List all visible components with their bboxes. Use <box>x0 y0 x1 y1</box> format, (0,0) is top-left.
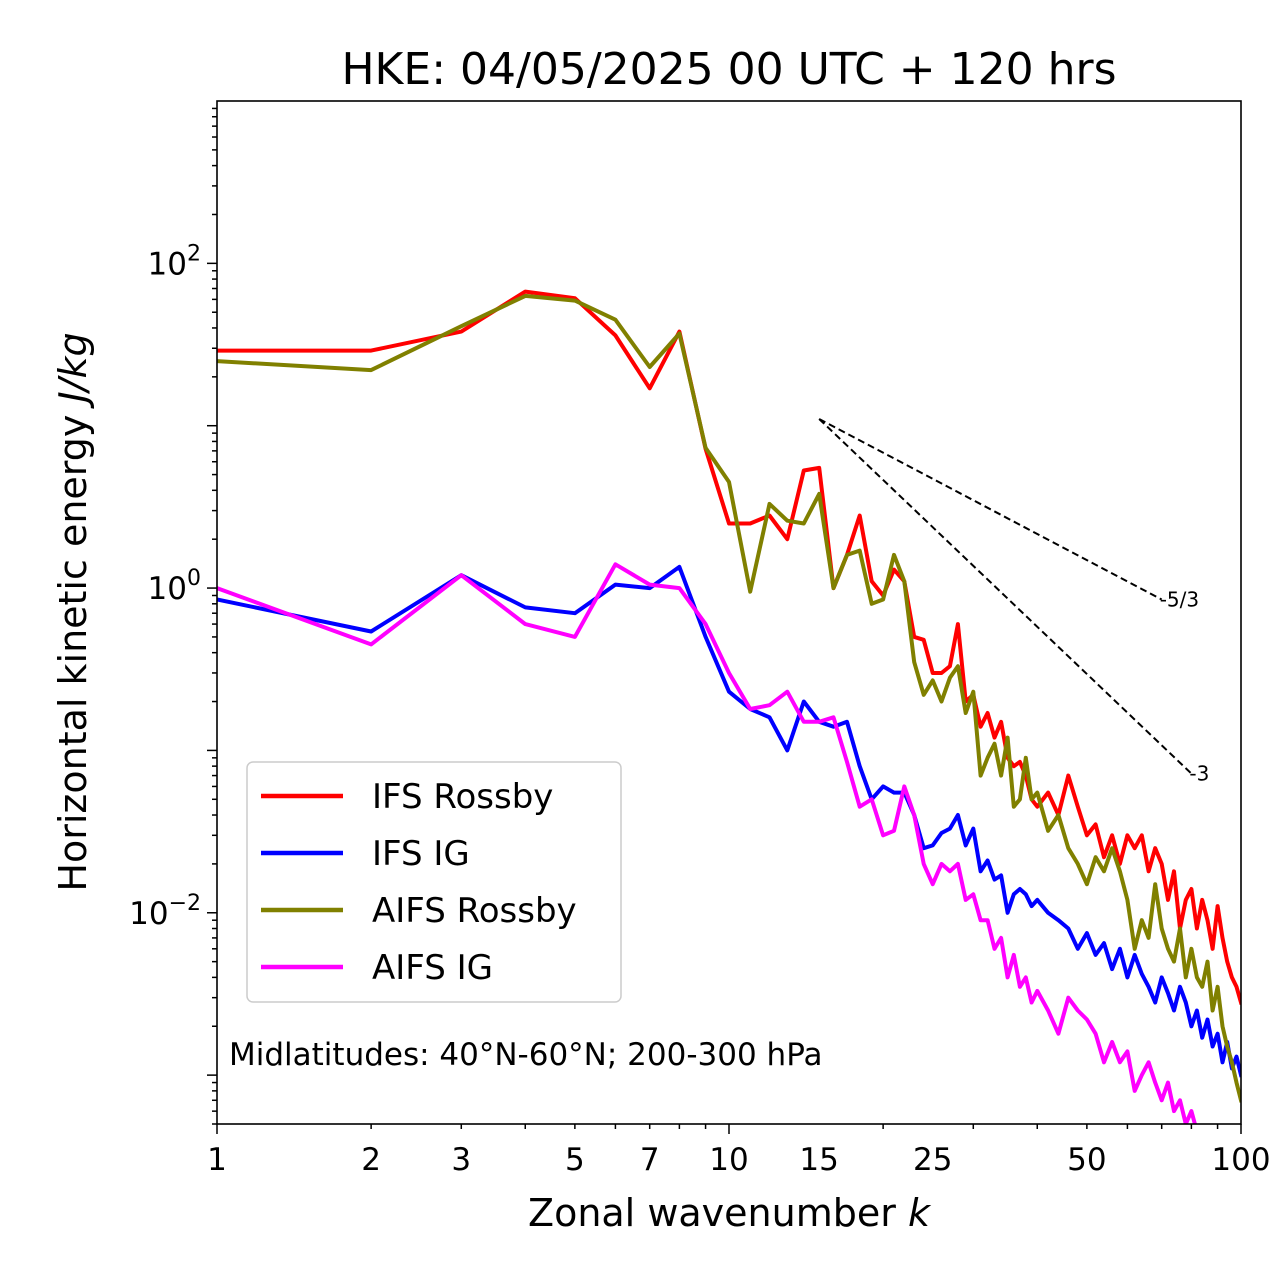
region-annotation: Midlatitudes: 40°N-60°N; 200-300 hPa <box>229 1037 823 1073</box>
x-tick-label: 3 <box>451 1142 471 1178</box>
reference-slope-label-1: -5/3 <box>1160 588 1199 612</box>
x-tick-label: 7 <box>640 1142 660 1178</box>
legend-label-aifs-rossby: AIFS Rossby <box>372 891 577 931</box>
reference-slope-line-1 <box>818 418 1163 601</box>
legend-label-aifs-ig: AIFS IG <box>372 948 493 988</box>
y-tick-label: 102 <box>148 241 201 282</box>
reference-slope-label-2: -3 <box>1189 762 1209 786</box>
reference-slope-line-2 <box>818 418 1193 775</box>
x-axis-label: Zonal wavenumber k <box>528 1191 932 1235</box>
y-axis-label-text: Horizontal kinetic energy <box>51 415 95 892</box>
x-tick-label: 2 <box>361 1142 381 1178</box>
x-tick-label: 5 <box>565 1142 585 1178</box>
chart-title: HKE: 04/05/2025 00 UTC + 120 hrs <box>341 44 1116 95</box>
y-axis-label-units: J/kg <box>51 332 95 409</box>
series-line-ifs-ig <box>217 564 1241 1078</box>
legend-label-ifs-rossby: IFS Rossby <box>372 777 553 817</box>
legend-label-ifs-ig: IFS IG <box>372 834 470 874</box>
legend-box <box>246 761 622 1003</box>
x-tick-label: 1 <box>207 1142 227 1178</box>
legend: IFS Rossby IFS IG AIFS Rossby AIFS IG <box>246 761 622 1003</box>
x-tick-label: 50 <box>1067 1142 1106 1178</box>
x-axis-ticks: 1 2 3 5 7 10 15 25 50 100 <box>207 1124 1271 1178</box>
x-tick-label: 15 <box>799 1142 838 1178</box>
y-axis-label: Horizontal kinetic energy J/kg <box>51 332 95 891</box>
y-axis-ticks: 102 100 10−2 <box>129 107 217 1125</box>
x-axis-label-variable: k <box>908 1191 932 1235</box>
y-tick-label: 10−2 <box>129 891 201 932</box>
y-tick-label: 100 <box>148 566 201 607</box>
x-axis-label-text: Zonal wavenumber <box>528 1191 896 1235</box>
x-tick-label: 25 <box>913 1142 952 1178</box>
series-line-aifs-rossby <box>217 293 1241 1103</box>
x-tick-label: 10 <box>709 1142 748 1178</box>
x-tick-label: 100 <box>1211 1142 1270 1178</box>
reference-slope-layer: -5/3 -3 <box>818 418 1209 786</box>
series-layer <box>217 289 1241 1124</box>
legend-items: IFS Rossby IFS IG AIFS Rossby AIFS IG <box>261 777 577 988</box>
series-line-aifs-ig <box>217 562 1197 1124</box>
